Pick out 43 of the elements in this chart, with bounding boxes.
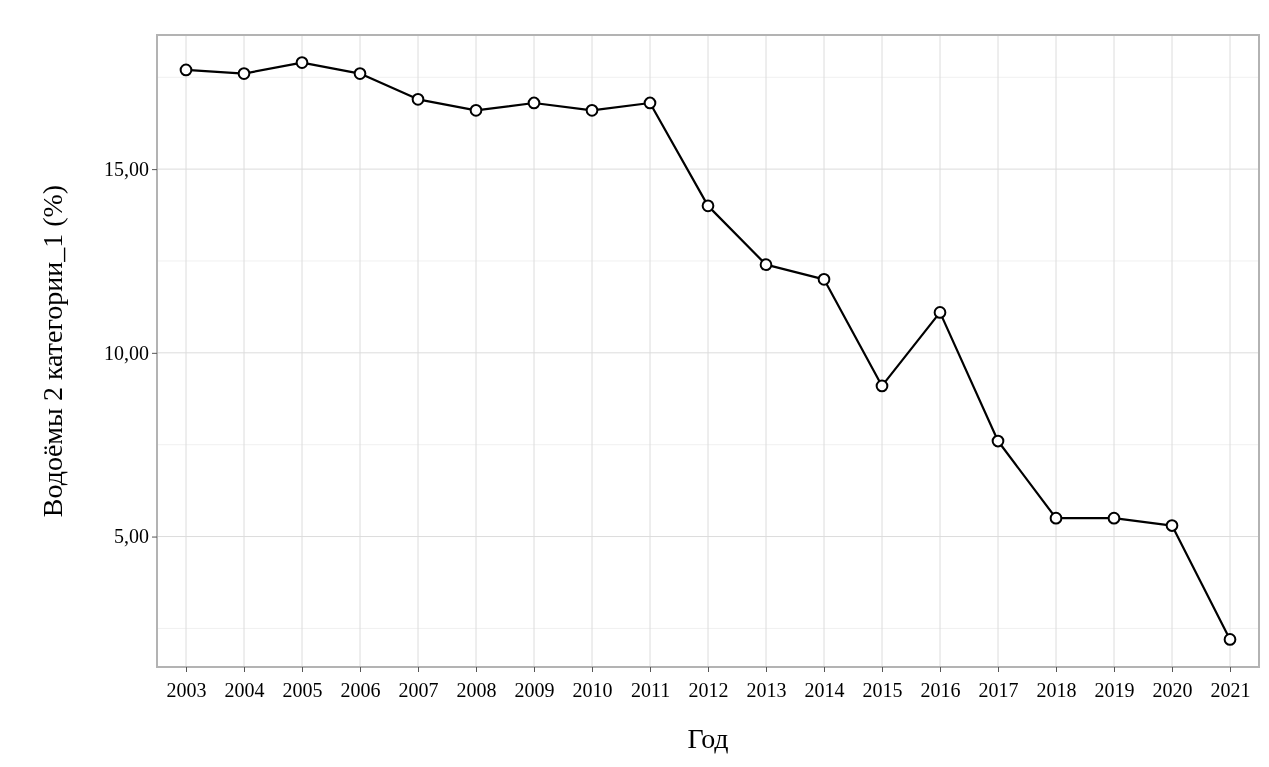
point [875, 379, 889, 393]
y-tick-label: 5,00 [114, 525, 149, 548]
x-tick-label: 2018 [1036, 679, 1077, 701]
x-tick-label: 2008 [456, 679, 497, 701]
point [1165, 519, 1179, 532]
point [1049, 511, 1063, 525]
x-tick-label: 2012 [688, 679, 729, 701]
y-axis-title: Водоёмы 2 категории_1 (%) [37, 184, 68, 518]
point [933, 306, 947, 319]
x-tick-label: 2015 [862, 679, 903, 701]
x-tick-label: 2005 [282, 679, 323, 701]
x-tick-label: 2011 [630, 679, 671, 701]
x-axis-title: Год [687, 723, 729, 754]
x-tick-label: 2017 [978, 679, 1019, 701]
point [643, 96, 657, 110]
x-tick-label: 2006 [340, 679, 381, 701]
point [1223, 633, 1237, 646]
point [411, 92, 425, 106]
x-tick-label: 2003 [166, 679, 207, 701]
point [701, 199, 715, 213]
point [759, 258, 773, 271]
x-tick-label: 2014 [804, 679, 845, 701]
point [295, 56, 309, 69]
point [353, 67, 367, 80]
y-tick-label: 15,00 [104, 158, 149, 181]
point [527, 96, 541, 110]
point [469, 103, 483, 117]
x-tick-label: 2004 [224, 679, 265, 701]
x-tick-label: 2007 [398, 679, 439, 701]
point [817, 273, 831, 286]
y-tick-label: 10,00 [104, 341, 149, 364]
point [179, 63, 193, 77]
point [585, 103, 599, 117]
x-tick-label: 2013 [746, 679, 787, 701]
x-tick-label: 2010 [572, 679, 613, 701]
x-tick-label: 2021 [1210, 679, 1251, 701]
point [1107, 511, 1121, 525]
x-tick-label: 2009 [514, 679, 555, 701]
x-tick-label: 2016 [920, 679, 961, 701]
x-tick-label: 2019 [1094, 679, 1135, 701]
x-tick-label: 2020 [1152, 679, 1193, 701]
point [991, 434, 1005, 448]
point [237, 67, 251, 80]
